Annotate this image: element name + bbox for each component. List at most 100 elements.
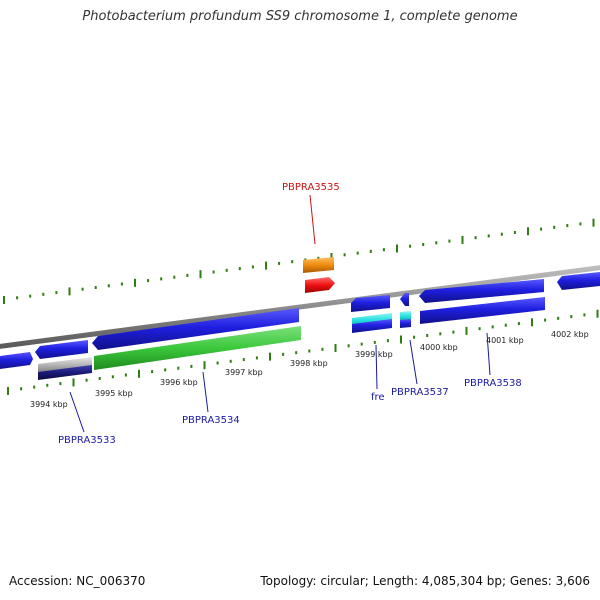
callout-line-pbpra3534 — [202, 371, 209, 413]
lower-major-tick — [269, 352, 271, 361]
lower-minor-tick — [216, 361, 219, 365]
upper-minor-tick — [147, 279, 150, 283]
upper-major-tick — [461, 235, 464, 244]
upper-minor-tick — [238, 267, 241, 271]
upper-minor-tick — [212, 270, 215, 274]
lower-minor-tick — [583, 313, 586, 317]
gene-label-pbpra3538[interactable]: PBPRA3538 — [464, 378, 522, 389]
gene-left-edge[interactable] — [0, 352, 33, 369]
gene-label-pbpra3537[interactable]: PBPRA3537 — [391, 387, 449, 398]
lower-minor-tick — [229, 359, 232, 363]
scale-label-3999: 3999 kbp — [355, 350, 393, 359]
lower-minor-tick — [439, 332, 442, 336]
accession-text: Accession: NC_006370 — [9, 574, 146, 588]
gene-pbpra3533-gray[interactable] — [38, 357, 92, 373]
lower-major-tick — [72, 378, 75, 387]
callout-line-pbpra3533 — [69, 391, 85, 433]
lower-minor-tick — [373, 340, 376, 344]
gene-pbpra3537-navy[interactable] — [400, 319, 411, 328]
upper-major-tick — [592, 218, 595, 227]
chromosome-backbone — [0, 265, 600, 349]
upper-major-tick — [396, 244, 398, 253]
gene-fre-navy[interactable] — [352, 319, 392, 333]
scale-label-4001: 4001 kbp — [486, 336, 524, 345]
upper-minor-tick — [579, 222, 582, 226]
upper-major-tick — [3, 296, 5, 304]
lower-minor-tick — [491, 325, 494, 329]
upper-minor-tick — [251, 265, 254, 269]
upper-minor-tick — [474, 236, 477, 240]
upper-major-tick — [68, 287, 71, 296]
lower-major-tick — [531, 318, 533, 327]
gene-pbpra3533-navy[interactable] — [38, 365, 92, 380]
gene-pbpra3535-orange[interactable] — [303, 257, 334, 273]
upper-minor-tick — [513, 231, 516, 234]
lower-minor-tick — [59, 382, 62, 386]
upper-minor-tick — [94, 286, 97, 289]
upper-minor-tick — [369, 249, 372, 253]
lower-minor-tick — [413, 335, 416, 339]
gene-pbpra3534-blue[interactable] — [92, 308, 299, 350]
map-title: Photobacterium profundum SS9 chromosome … — [82, 9, 518, 24]
upper-minor-tick — [107, 284, 110, 288]
upper-minor-tick — [186, 273, 189, 277]
gene-right-edge[interactable] — [557, 272, 600, 290]
gene-4001-blue[interactable] — [420, 297, 545, 324]
lower-major-tick — [7, 387, 9, 395]
gene-pbpra3533-blue[interactable] — [35, 340, 88, 359]
lower-minor-tick — [386, 339, 389, 343]
upper-minor-tick — [81, 287, 84, 291]
upper-major-tick — [199, 270, 202, 279]
gene-pbpra3538-blue[interactable] — [419, 279, 544, 303]
lower-minor-tick — [295, 351, 298, 355]
upper-major-tick — [265, 261, 267, 270]
gene-pbpra3535-red[interactable] — [305, 277, 335, 293]
gene-pbpra3537-blue[interactable] — [400, 293, 409, 306]
lower-minor-tick — [111, 375, 114, 379]
lower-minor-tick — [177, 366, 180, 370]
scale-label-3998: 3998 kbp — [290, 359, 328, 368]
gene-label-pbpra3533[interactable]: PBPRA3533 — [58, 435, 116, 446]
scale-label-4002: 4002 kbp — [551, 330, 589, 339]
upper-minor-tick — [343, 253, 346, 257]
reverse-strand-genes — [0, 272, 600, 380]
upper-minor-tick — [16, 296, 19, 300]
lower-minor-tick — [426, 334, 429, 337]
lower-minor-tick — [151, 370, 154, 374]
forward-strand-genes — [303, 257, 335, 293]
scale-label-4000: 4000 kbp — [420, 343, 458, 352]
scale-labels: 3994 kbp 3995 kbp 3996 kbp 3997 kbp 3998… — [30, 330, 589, 409]
lower-major-tick — [465, 326, 468, 335]
upper-minor-tick — [487, 234, 490, 238]
lower-minor-tick — [190, 364, 193, 368]
lower-minor-tick — [321, 347, 324, 351]
gene-3999-blue[interactable] — [351, 295, 390, 312]
lower-minor-tick — [242, 358, 245, 362]
gene-label-fre[interactable]: fre — [371, 392, 385, 403]
genome-stats-text: Topology: circular; Length: 4,085,304 bp… — [260, 574, 590, 588]
callout-line-fre — [375, 344, 378, 390]
upper-minor-tick — [566, 224, 569, 228]
gene-pbpra3534-green[interactable] — [94, 326, 301, 370]
upper-minor-tick — [500, 232, 503, 236]
upper-major-tick — [330, 253, 333, 261]
upper-minor-tick — [291, 260, 294, 264]
upper-minor-tick — [448, 239, 451, 243]
upper-major-tick — [527, 227, 529, 236]
upper-minor-tick — [120, 282, 123, 286]
lower-minor-tick — [557, 316, 560, 320]
scale-label-3995: 3995 kbp — [95, 389, 133, 398]
lower-major-tick — [334, 344, 337, 352]
gene-label-pbpra3534[interactable]: PBPRA3534 — [182, 415, 240, 426]
lower-minor-tick — [85, 378, 88, 382]
callout-line-pbpra3535 — [309, 194, 316, 245]
upper-minor-tick — [42, 292, 45, 296]
upper-minor-tick — [409, 244, 412, 248]
callout-line-pbpra3537 — [409, 339, 418, 385]
upper-minor-tick — [173, 275, 176, 279]
scale-label-3994: 3994 kbp — [30, 400, 68, 409]
lower-minor-tick — [20, 387, 23, 391]
gene-label-pbpra3535[interactable]: PBPRA3535 — [282, 182, 340, 193]
upper-minor-tick — [422, 243, 425, 246]
